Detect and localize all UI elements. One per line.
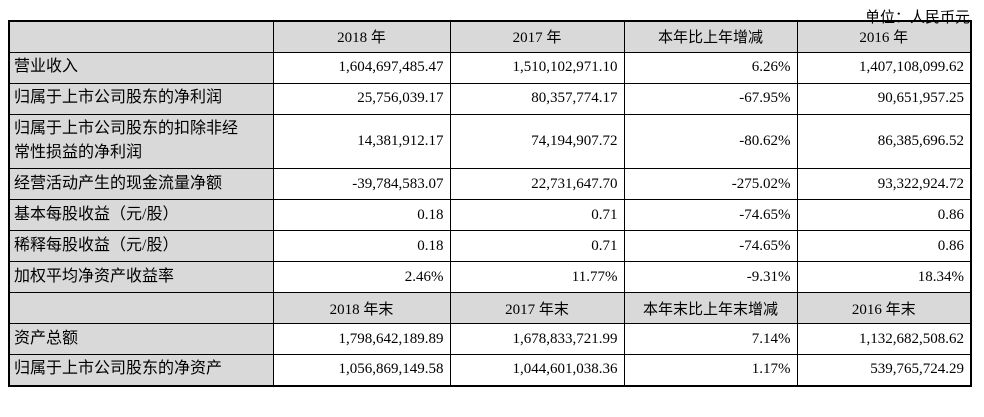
value-2016: 1,407,108,099.62 xyxy=(796,51,972,84)
value-2016: 0.86 xyxy=(796,199,972,232)
row-label: 经营活动产生的现金流量净额 xyxy=(8,168,274,201)
header-year-end-change: 本年末比上年末增减 xyxy=(623,292,798,325)
table-row-basic-eps: 基本每股收益（元/股） 0.18 0.71 -74.65% 0.86 xyxy=(8,199,972,232)
header-end-2018: 2018 年末 xyxy=(272,292,451,325)
row-label: 归属于上市公司股东的净利润 xyxy=(8,82,274,115)
value-2018: 1,604,697,485.47 xyxy=(272,51,451,84)
row-label: 归属于上市公司股东的扣除非经常性损益的净利润 xyxy=(8,113,274,170)
value-change: 1.17% xyxy=(623,354,798,387)
value-change: -9.31% xyxy=(623,261,798,294)
row-label: 基本每股收益（元/股） xyxy=(8,199,274,232)
value-change: -74.65% xyxy=(623,199,798,232)
value-2016: 18.34% xyxy=(796,261,972,294)
value-2016: 1,132,682,508.62 xyxy=(796,323,972,356)
header-empty-cell xyxy=(8,20,274,53)
header-empty-cell xyxy=(8,292,274,325)
value-2016: 86,385,696.52 xyxy=(796,113,972,170)
value-2018: 2.46% xyxy=(272,261,451,294)
value-2018: 25,756,039.17 xyxy=(272,82,451,115)
unit-label: 单位：人民币元 xyxy=(864,10,970,26)
header-year-2018: 2018 年 xyxy=(272,20,451,53)
table-row-net-profit: 归属于上市公司股东的净利润 25,756,039.17 80,357,774.1… xyxy=(8,82,972,115)
table-row-operating-cash-flow: 经营活动产生的现金流量净额 -39,784,583.07 22,731,647.… xyxy=(8,168,972,201)
value-2018: -39,784,583.07 xyxy=(272,168,451,201)
table-header-row-annual: 2018 年 2017 年 本年比上年增减 2016 年 xyxy=(8,20,972,53)
table-row-net-assets: 归属于上市公司股东的净资产 1,056,869,149.58 1,044,601… xyxy=(8,354,972,387)
value-2018: 1,056,869,149.58 xyxy=(272,354,451,387)
table-row-weighted-avg-roe: 加权平均净资产收益率 2.46% 11.77% -9.31% 18.34% xyxy=(8,261,972,294)
value-2016: 93,322,924.72 xyxy=(796,168,972,201)
value-change: -74.65% xyxy=(623,230,798,263)
table-row-total-assets: 资产总额 1,798,642,189.89 1,678,833,721.99 7… xyxy=(8,323,972,356)
financial-summary-table: 2018 年 2017 年 本年比上年增减 2016 年 营业收入 1,604,… xyxy=(8,20,972,387)
value-2017: 0.71 xyxy=(449,230,625,263)
value-2018: 14,381,912.17 xyxy=(272,113,451,170)
header-yoy-change: 本年比上年增减 xyxy=(623,20,798,53)
row-label: 营业收入 xyxy=(8,51,274,84)
value-2016: 0.86 xyxy=(796,230,972,263)
row-label: 资产总额 xyxy=(8,323,274,356)
value-2018: 1,798,642,189.89 xyxy=(272,323,451,356)
value-2017: 0.71 xyxy=(449,199,625,232)
value-2017: 74,194,907.72 xyxy=(449,113,625,170)
table-row-net-profit-deducted: 归属于上市公司股东的扣除非经常性损益的净利润 14,381,912.17 74,… xyxy=(8,113,972,170)
value-2017: 1,044,601,038.36 xyxy=(449,354,625,387)
table-row-diluted-eps: 稀释每股收益（元/股） 0.18 0.71 -74.65% 0.86 xyxy=(8,230,972,263)
header-end-2016: 2016 年末 xyxy=(796,292,972,325)
value-change: -80.62% xyxy=(623,113,798,170)
header-year-2016: 2016 年 xyxy=(796,20,972,53)
value-2018: 0.18 xyxy=(272,199,451,232)
table-header-row-year-end: 2018 年末 2017 年末 本年末比上年末增减 2016 年末 xyxy=(8,292,972,325)
row-label: 加权平均净资产收益率 xyxy=(8,261,274,294)
value-2017: 1,678,833,721.99 xyxy=(449,323,625,356)
value-2017: 80,357,774.17 xyxy=(449,82,625,115)
value-2017: 11.77% xyxy=(449,261,625,294)
header-end-2017: 2017 年末 xyxy=(449,292,625,325)
value-change: 6.26% xyxy=(623,51,798,84)
value-change: -275.02% xyxy=(623,168,798,201)
row-label: 归属于上市公司股东的净资产 xyxy=(8,354,274,387)
value-change: -67.95% xyxy=(623,82,798,115)
row-label: 稀释每股收益（元/股） xyxy=(8,230,274,263)
table-row-revenue: 营业收入 1,604,697,485.47 1,510,102,971.10 6… xyxy=(8,51,972,84)
value-2017: 22,731,647.70 xyxy=(449,168,625,201)
value-2016: 90,651,957.25 xyxy=(796,82,972,115)
value-2017: 1,510,102,971.10 xyxy=(449,51,625,84)
value-2018: 0.18 xyxy=(272,230,451,263)
value-2016: 539,765,724.29 xyxy=(796,354,972,387)
value-change: 7.14% xyxy=(623,323,798,356)
header-year-2017: 2017 年 xyxy=(449,20,625,53)
